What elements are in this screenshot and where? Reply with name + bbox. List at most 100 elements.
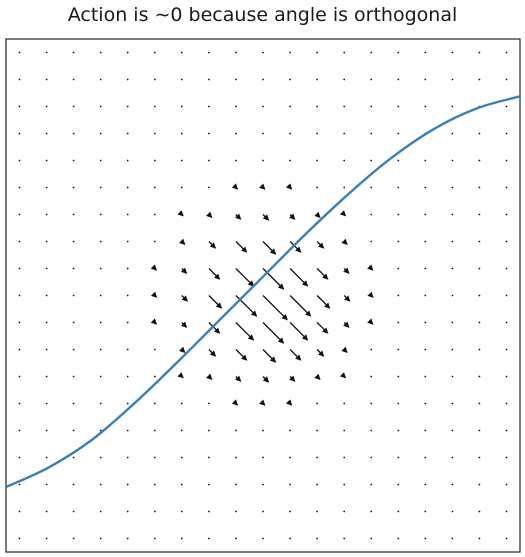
field-dot	[370, 538, 372, 540]
field-dot	[506, 349, 508, 351]
field-dot	[19, 376, 21, 378]
field-dot	[370, 133, 372, 135]
field-dot	[127, 484, 129, 486]
field-dot	[19, 241, 21, 243]
field-dot	[397, 322, 399, 324]
field-dot	[424, 241, 426, 243]
field-dot	[397, 241, 399, 243]
field-dot	[424, 79, 426, 81]
field-dot	[479, 241, 481, 243]
field-dot	[289, 160, 291, 162]
field-dot	[127, 349, 129, 351]
field-dot	[370, 52, 372, 54]
field-dot	[19, 322, 21, 324]
field-dot	[46, 538, 48, 540]
field-dot	[19, 268, 21, 270]
field-dot	[19, 133, 21, 135]
field-dot	[154, 79, 156, 81]
field-dot	[100, 349, 102, 351]
field-dot	[370, 376, 372, 378]
field-dot	[154, 106, 156, 108]
field-dot	[479, 322, 481, 324]
field-dot	[154, 214, 156, 216]
field-dot	[100, 79, 102, 81]
field-dot	[479, 403, 481, 405]
field-dot	[127, 457, 129, 459]
field-dot	[19, 457, 21, 459]
field-dot	[343, 484, 345, 486]
field-dot	[100, 268, 102, 270]
field-dot	[397, 430, 399, 432]
field-dot	[181, 484, 183, 486]
field-dot	[46, 322, 48, 324]
field-dot	[452, 430, 454, 432]
field-dot	[100, 322, 102, 324]
field-dot	[397, 187, 399, 189]
field-dot	[397, 52, 399, 54]
field-dot	[73, 349, 75, 351]
field-dot	[506, 187, 508, 189]
field-dot	[73, 133, 75, 135]
field-dot	[100, 511, 102, 513]
field-dot	[343, 52, 345, 54]
field-dot	[452, 457, 454, 459]
field-dot	[316, 457, 318, 459]
field-dot	[208, 52, 210, 54]
field-dot	[262, 538, 264, 540]
field-dot	[452, 511, 454, 513]
field-dot	[506, 241, 508, 243]
field-dot	[506, 214, 508, 216]
field-dot	[506, 160, 508, 162]
field-dot	[289, 538, 291, 540]
field-dot	[397, 79, 399, 81]
field-dot	[452, 160, 454, 162]
field-dot	[370, 457, 372, 459]
field-dot	[289, 133, 291, 135]
field-dot	[127, 52, 129, 54]
field-dot	[397, 403, 399, 405]
field-dot	[208, 133, 210, 135]
field-dot	[370, 79, 372, 81]
field-dot	[289, 106, 291, 108]
field-dot	[479, 295, 481, 297]
field-dot	[235, 133, 237, 135]
field-dot	[100, 295, 102, 297]
field-dot	[316, 52, 318, 54]
field-dot	[46, 376, 48, 378]
field-dot	[154, 376, 156, 378]
field-dot	[479, 349, 481, 351]
field-dot	[208, 457, 210, 459]
field-dot	[73, 160, 75, 162]
field-dot	[73, 52, 75, 54]
field-dot	[46, 268, 48, 270]
field-dot	[181, 106, 183, 108]
field-dot	[506, 403, 508, 405]
field-dot	[127, 106, 129, 108]
field-dot	[235, 160, 237, 162]
field-dot	[235, 457, 237, 459]
field-dot	[424, 52, 426, 54]
field-dot	[479, 79, 481, 81]
field-dot	[479, 376, 481, 378]
field-dot	[46, 484, 48, 486]
field-dot	[127, 214, 129, 216]
field-dot	[154, 457, 156, 459]
field-dot	[397, 349, 399, 351]
field-dot	[343, 403, 345, 405]
field-dot	[424, 430, 426, 432]
field-dot	[208, 484, 210, 486]
field-dot	[154, 187, 156, 189]
field-dot	[316, 79, 318, 81]
field-dot	[46, 241, 48, 243]
field-dot	[127, 268, 129, 270]
field-dot	[397, 106, 399, 108]
field-dot	[73, 187, 75, 189]
field-arrow	[344, 377, 345, 378]
field-dot	[73, 295, 75, 297]
field-dot	[424, 295, 426, 297]
field-dot	[506, 79, 508, 81]
field-dot	[506, 133, 508, 135]
field-dot	[479, 511, 481, 513]
field-dot	[479, 160, 481, 162]
field-dot	[506, 322, 508, 324]
